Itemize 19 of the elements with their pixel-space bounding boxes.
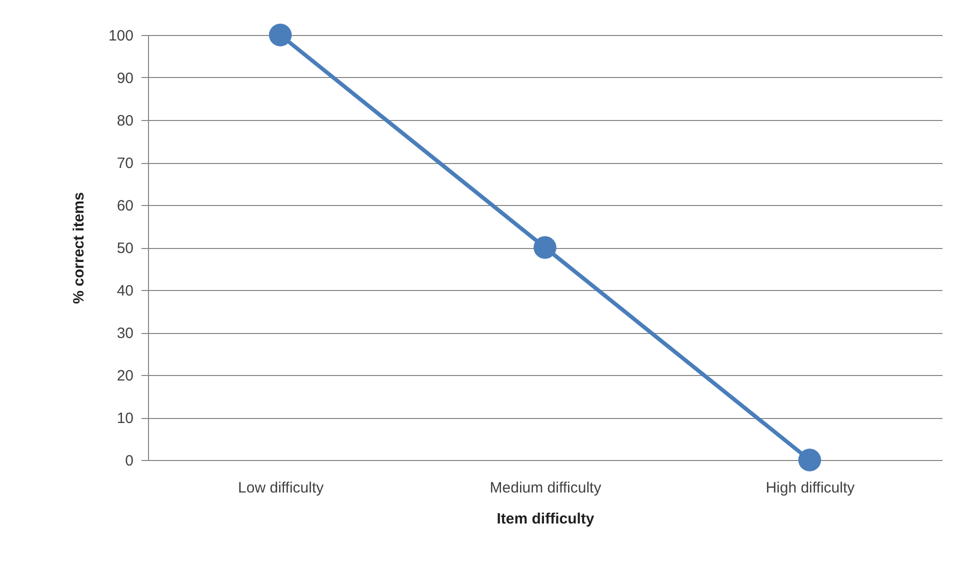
y-tick-label: 60 [116, 198, 134, 214]
point [798, 448, 822, 472]
y-axis-title: % correct items [70, 192, 88, 304]
y-tick-label: 100 [108, 28, 134, 44]
y-tick-label: 70 [116, 155, 134, 172]
y-tick-label: 90 [116, 70, 134, 87]
y-tick-label: 20 [116, 368, 134, 384]
y-tick-label: 10 [116, 410, 134, 427]
y-tick-label: 30 [116, 325, 134, 342]
x-tick-label: Medium difficulty [490, 480, 602, 496]
x-axis-title: Item difficulty [496, 510, 595, 528]
y-tick-label: 0 [125, 452, 134, 470]
point [534, 236, 556, 259]
y-tick-label: 40 [116, 282, 134, 300]
x-tick-label: High difficulty [766, 480, 856, 496]
x-tick-label: Low difficulty [238, 480, 324, 496]
y-tick-label: 50 [116, 240, 134, 257]
point [268, 24, 292, 46]
y-tick-label: 80 [116, 112, 134, 130]
